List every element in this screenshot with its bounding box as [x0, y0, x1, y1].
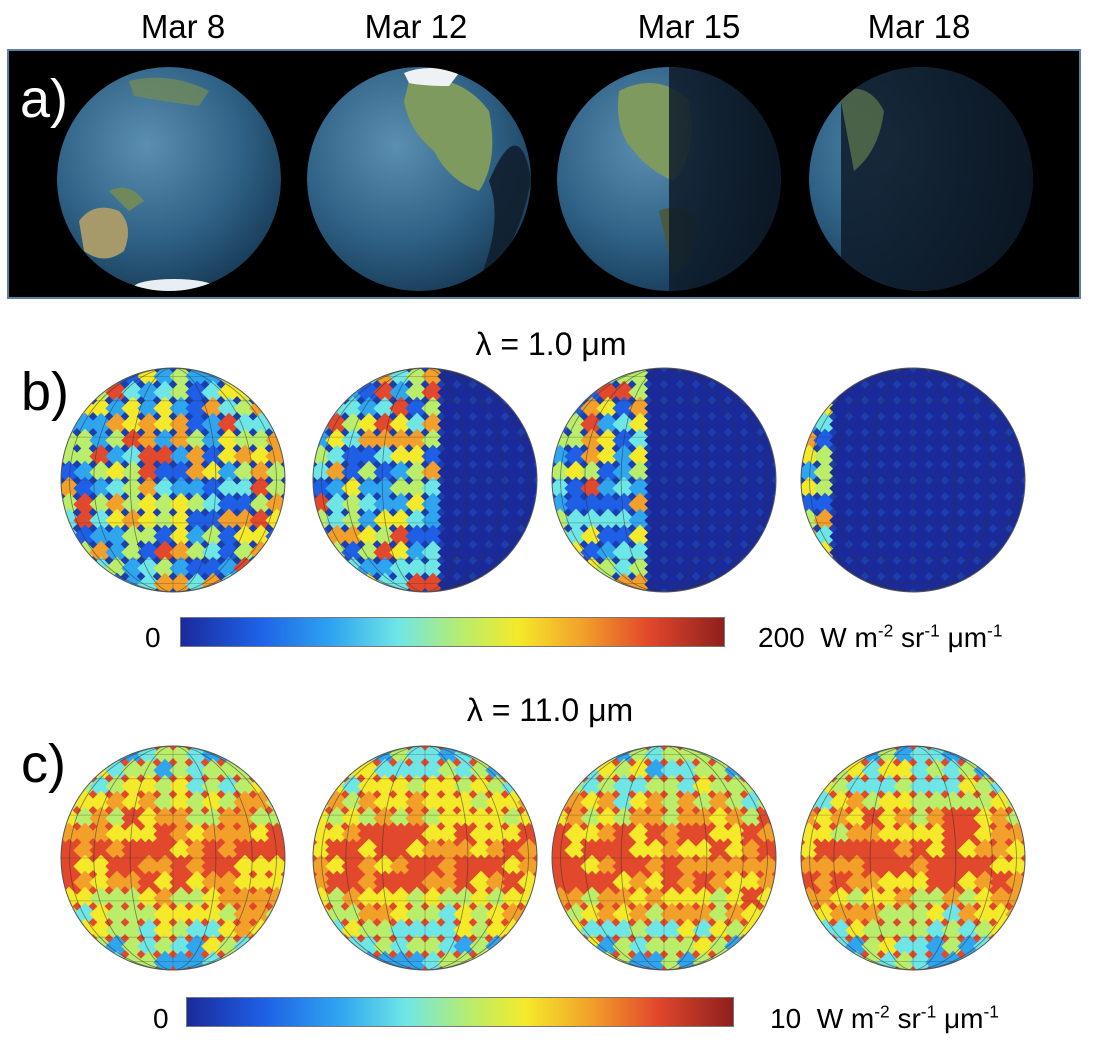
colorbar-b-max: 200: [758, 622, 805, 653]
date-label-mar18: Mar 18: [867, 8, 971, 45]
sphere-b-1: [312, 367, 538, 593]
colorbar-c-exp3: -1: [983, 1001, 999, 1022]
colorbar-b-exp3: -1: [987, 620, 1003, 641]
date-label-mar15: Mar 15: [637, 8, 741, 45]
colorbar-c-exp1: -2: [874, 1001, 890, 1022]
panel-letter-a: a): [20, 69, 69, 129]
date-label-mar8: Mar 8: [140, 8, 226, 45]
sphere-c-1: [312, 745, 538, 971]
colorbar-b-exp1: -2: [877, 620, 894, 641]
colorbar-c-unit-sr: sr: [889, 1003, 921, 1034]
colorbar-b-min: 0: [145, 622, 161, 653]
colorbar-c-exp2: -1: [920, 1001, 937, 1022]
earth-globe-mar18: [809, 67, 1033, 291]
colorbar-b-unit: W m: [820, 622, 878, 653]
colorbar-b-unit-sr: sr: [893, 622, 925, 653]
earth-globes: [57, 67, 1033, 291]
colorbar-b: [180, 617, 725, 647]
sphere-b-2: [551, 367, 777, 593]
earth-image-panel: [7, 49, 1081, 299]
colorbar-b-unit-um: μm: [939, 622, 988, 653]
colorbar-c-unit-um: μm: [936, 1003, 984, 1034]
date-label-mar12: Mar 12: [364, 8, 468, 45]
colorbar-b-exp2: -1: [924, 620, 940, 641]
colorbar-c-min: 0: [153, 1003, 169, 1034]
sphere-c-3: [800, 745, 1026, 971]
sphere-c-2: [551, 745, 777, 971]
panel-c-heading: λ = 11.0 μm: [466, 692, 634, 728]
sphere-b-0: [60, 367, 286, 593]
panel-letter-c: c): [21, 734, 66, 794]
colorbar-b-label: 200 W m-2 sr-1 μm-1: [758, 622, 1002, 654]
colorbar-c-unit: W m: [816, 1003, 875, 1034]
sphere-b-3: [800, 367, 1026, 593]
earth-globe-mar15: [557, 67, 781, 291]
earth-globe-mar12: [307, 67, 531, 291]
colorbar-c: [186, 997, 734, 1027]
panel-b-heading: λ = 1.0 μm: [475, 326, 627, 362]
sphere-c-0: [60, 745, 286, 971]
colorbar-c-max: 10: [770, 1003, 802, 1034]
panel-letter-b: b): [21, 362, 70, 422]
colorbar-c-label: 10 W m-2 sr-1 μm-1: [770, 1003, 999, 1035]
earth-globe-mar8: [57, 67, 281, 291]
